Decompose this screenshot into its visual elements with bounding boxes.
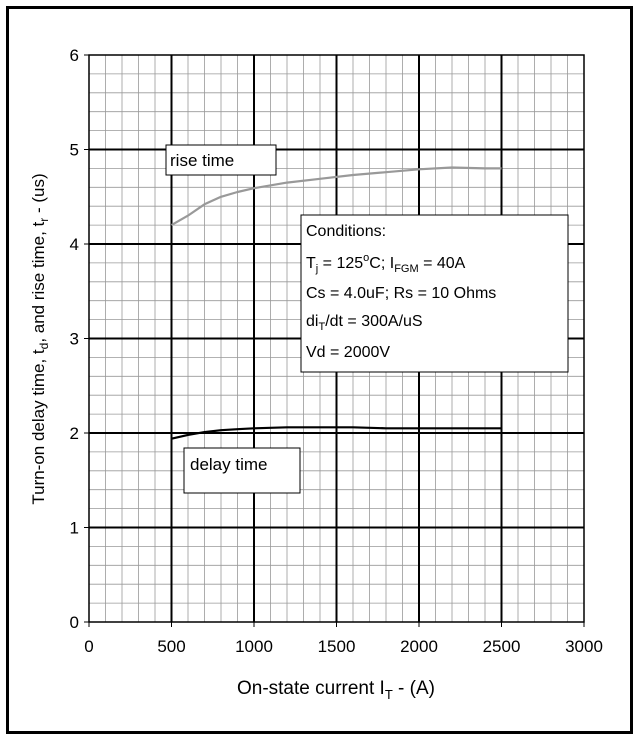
rise-time-label-box [165, 144, 277, 176]
conditions-line-1: Tj = 125oC; IFGM = 40A [306, 252, 466, 275]
delay-time-label-box [183, 447, 301, 494]
y-tick-label: 4 [70, 235, 79, 254]
y-tick-labels: 0 1 2 3 4 5 6 [70, 46, 89, 632]
conditions-line-3: diT/dt = 300A/uS [306, 313, 423, 333]
y-tick-label: 1 [70, 519, 79, 538]
x-tick-label: 3000 [565, 637, 603, 656]
y-tick-label: 2 [70, 424, 79, 443]
x-tick-label: 1500 [318, 637, 356, 656]
x-tick-label: 2000 [400, 637, 438, 656]
conditions-box [300, 214, 569, 373]
y-tick-label: 0 [70, 613, 79, 632]
y-tick-label: 3 [70, 330, 79, 349]
rise-time-label: rise time [170, 151, 234, 170]
series-line-rise-time [170, 166, 502, 227]
y-axis-label: Turn-on delay time, td, and rise time, t… [29, 173, 51, 504]
x-axis-label: On-state current IT - (A) [237, 678, 435, 702]
series-lines [170, 166, 502, 440]
x-tick-label: 0 [84, 637, 93, 656]
y-tick-label: 6 [70, 46, 79, 65]
x-tick-label: 1000 [235, 637, 273, 656]
x-tick-label: 500 [157, 637, 185, 656]
y-tick-label: 5 [70, 141, 79, 160]
conditions-heading: Conditions: [306, 223, 386, 240]
x-tick-labels: 0 500 1000 1500 2000 2500 3000 [84, 622, 603, 656]
figure-frame [6, 6, 633, 734]
series-line-delay-time [171, 426, 502, 440]
conditions-line-2: Cs = 4.0uF; Rs = 10 Ohms [306, 285, 496, 302]
conditions-line-4: Vd = 2000V [306, 344, 390, 361]
x-tick-label: 2500 [483, 637, 521, 656]
delay-time-label: delay time [190, 455, 267, 474]
